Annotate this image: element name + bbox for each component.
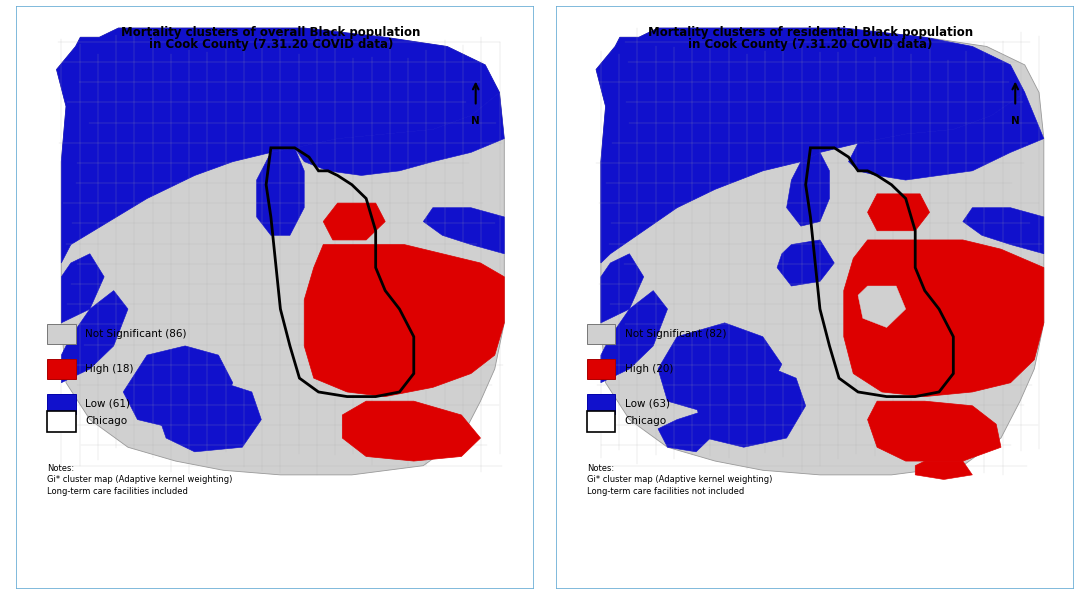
Polygon shape xyxy=(787,152,829,226)
Text: High (20): High (20) xyxy=(625,364,674,374)
Polygon shape xyxy=(858,286,906,327)
Polygon shape xyxy=(57,28,505,475)
Bar xyxy=(48,324,76,344)
Polygon shape xyxy=(777,240,834,286)
Polygon shape xyxy=(601,254,644,323)
Polygon shape xyxy=(157,383,262,452)
Polygon shape xyxy=(962,208,1044,254)
Bar xyxy=(588,394,616,414)
Polygon shape xyxy=(342,401,481,461)
Text: High (18): High (18) xyxy=(85,364,134,374)
Polygon shape xyxy=(601,290,667,383)
Text: Low (63): Low (63) xyxy=(625,399,669,409)
Polygon shape xyxy=(596,28,1025,263)
Polygon shape xyxy=(123,346,233,429)
Polygon shape xyxy=(61,254,105,323)
Polygon shape xyxy=(844,240,1044,397)
Text: Chicago: Chicago xyxy=(85,416,128,427)
Polygon shape xyxy=(61,290,128,383)
Polygon shape xyxy=(304,245,505,397)
Polygon shape xyxy=(868,194,930,231)
Polygon shape xyxy=(916,461,972,480)
Text: in Cook County (7.31.20 COVID data): in Cook County (7.31.20 COVID data) xyxy=(148,38,393,51)
Polygon shape xyxy=(658,411,715,452)
Bar xyxy=(48,394,76,414)
Text: Chicago: Chicago xyxy=(625,416,667,427)
Polygon shape xyxy=(256,148,304,236)
Text: N: N xyxy=(1010,115,1019,126)
Bar xyxy=(48,359,76,379)
Polygon shape xyxy=(697,364,806,447)
Polygon shape xyxy=(324,203,385,240)
Text: N: N xyxy=(471,115,480,126)
Text: Mortality clusters of overall Black population: Mortality clusters of overall Black popu… xyxy=(121,26,421,39)
Polygon shape xyxy=(868,401,1001,461)
Text: Not Significant (82): Not Significant (82) xyxy=(625,329,726,339)
Polygon shape xyxy=(57,28,499,263)
Polygon shape xyxy=(658,323,782,415)
Polygon shape xyxy=(596,28,1044,475)
Text: Notes:
Gi* cluster map (Adaptive kernel weighting)
Long-term care facilities inc: Notes: Gi* cluster map (Adaptive kernel … xyxy=(48,464,233,496)
Bar xyxy=(588,411,616,431)
Polygon shape xyxy=(848,93,1044,180)
Text: Mortality clusters of residential Black population: Mortality clusters of residential Black … xyxy=(647,26,973,39)
Text: Not Significant (86): Not Significant (86) xyxy=(85,329,186,339)
Polygon shape xyxy=(423,208,505,254)
Text: Notes:
Gi* cluster map (Adaptive kernel weighting)
Long-term care facilities not: Notes: Gi* cluster map (Adaptive kernel … xyxy=(588,464,773,496)
Text: Low (61): Low (61) xyxy=(85,399,130,409)
Bar xyxy=(588,324,616,344)
Bar xyxy=(588,359,616,379)
Bar xyxy=(48,411,76,431)
Text: in Cook County (7.31.20 COVID data): in Cook County (7.31.20 COVID data) xyxy=(688,38,933,51)
Polygon shape xyxy=(294,93,505,176)
